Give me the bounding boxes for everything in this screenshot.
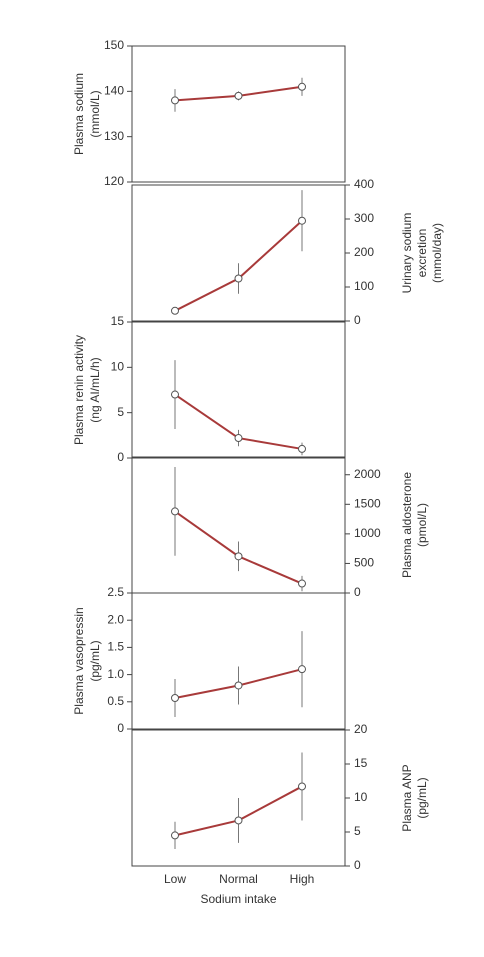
y-axis-label: (pg/mL) bbox=[415, 777, 429, 818]
y-tick-label: 400 bbox=[354, 177, 374, 191]
data-point bbox=[298, 782, 306, 791]
data-point bbox=[234, 816, 243, 825]
y-tick-label: 20 bbox=[354, 722, 368, 736]
data-point bbox=[234, 552, 243, 561]
y-axis-label: (pg/mL) bbox=[88, 640, 102, 681]
panel-frame bbox=[131, 45, 346, 183]
y-tick-label: 2.0 bbox=[107, 612, 124, 626]
y-axis-label: Plasma vasopressin bbox=[72, 607, 86, 714]
data-point bbox=[298, 82, 306, 91]
y-tick-label: 1500 bbox=[354, 496, 381, 510]
y-axis-label: (mmol/L) bbox=[88, 90, 102, 137]
data-point bbox=[234, 91, 243, 100]
panel-frame bbox=[131, 456, 346, 594]
y-axis-label: (ng AI/mL/h) bbox=[88, 357, 102, 422]
panel-frame bbox=[131, 184, 346, 322]
x-tick-label: Low bbox=[164, 872, 186, 886]
y-tick-label: 0 bbox=[117, 450, 124, 464]
y-axis-label: Plasma aldosterone bbox=[400, 472, 414, 578]
panel-frame bbox=[131, 321, 346, 459]
y-tick-label: 100 bbox=[354, 279, 374, 293]
y-axis-label: (mmol/day) bbox=[430, 223, 444, 283]
y-axis-label: Plasma renin activity bbox=[72, 335, 86, 445]
y-tick-label: 500 bbox=[354, 556, 374, 570]
y-tick-label: 2.5 bbox=[107, 585, 124, 599]
y-tick-label: 15 bbox=[354, 756, 368, 770]
y-tick-label: 1.5 bbox=[107, 640, 124, 654]
y-tick-label: 10 bbox=[354, 790, 368, 804]
y-tick-label: 120 bbox=[104, 174, 124, 188]
data-point bbox=[171, 507, 179, 516]
y-tick-label: 1000 bbox=[354, 526, 381, 540]
x-axis-label: Sodium intake bbox=[200, 892, 276, 906]
y-tick-label: 1.0 bbox=[107, 667, 124, 681]
data-point bbox=[171, 390, 179, 399]
data-point bbox=[171, 693, 179, 702]
data-point bbox=[171, 831, 179, 840]
y-axis-label: Plasma ANP bbox=[400, 764, 414, 831]
y-tick-label: 0 bbox=[117, 721, 124, 735]
y-axis-label: excretion bbox=[415, 229, 429, 278]
y-tick-label: 0 bbox=[354, 313, 361, 327]
y-tick-label: 15 bbox=[111, 314, 125, 328]
y-tick-label: 5 bbox=[354, 824, 361, 838]
y-tick-label: 300 bbox=[354, 211, 374, 225]
data-point bbox=[234, 274, 243, 283]
y-tick-label: 2000 bbox=[354, 467, 381, 481]
y-tick-label: 10 bbox=[111, 360, 125, 374]
data-point bbox=[298, 444, 306, 453]
data-point bbox=[298, 579, 306, 588]
y-tick-label: 0 bbox=[354, 585, 361, 599]
y-tick-label: 150 bbox=[104, 38, 124, 52]
data-point bbox=[298, 216, 306, 225]
x-tick-label: Normal bbox=[219, 872, 258, 886]
data-point bbox=[234, 434, 243, 443]
panel-frame bbox=[131, 592, 346, 730]
y-axis-label: Plasma sodium bbox=[72, 73, 86, 155]
y-tick-label: 200 bbox=[354, 245, 374, 259]
data-point bbox=[171, 96, 179, 105]
x-tick-label: High bbox=[290, 872, 315, 886]
y-axis-label: Urinary sodium bbox=[400, 213, 414, 294]
data-point bbox=[171, 306, 179, 315]
y-tick-label: 0.5 bbox=[107, 694, 124, 708]
data-point bbox=[234, 681, 243, 690]
data-point bbox=[298, 665, 306, 674]
y-axis-label: (pmol/L) bbox=[415, 503, 429, 547]
y-tick-label: 5 bbox=[117, 405, 124, 419]
y-tick-label: 130 bbox=[104, 129, 124, 143]
y-tick-label: 0 bbox=[354, 858, 361, 872]
y-tick-label: 140 bbox=[104, 84, 124, 98]
